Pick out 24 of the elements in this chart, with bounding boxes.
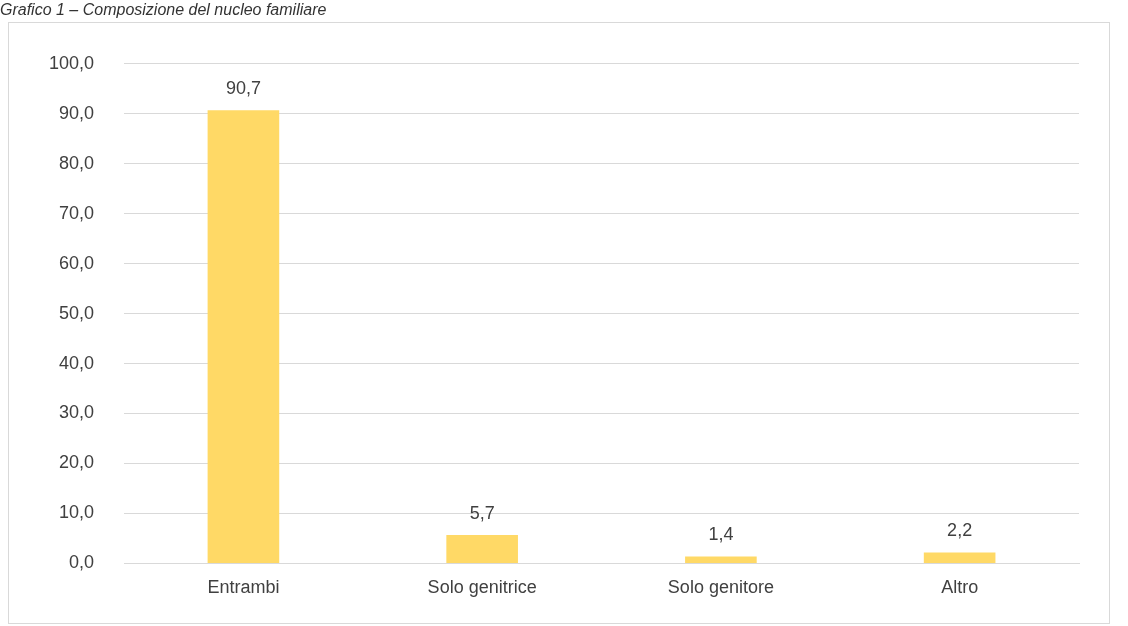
- y-tick-label: 10,0: [59, 502, 95, 523]
- x-tick-label: Solo genitrice: [427, 577, 537, 598]
- bar: [207, 110, 280, 563]
- y-tick-label: 40,0: [59, 352, 95, 373]
- data-label: 90,7: [225, 78, 261, 99]
- y-tick-label: 80,0: [59, 152, 95, 173]
- x-tick-label: Solo genitore: [667, 577, 774, 598]
- y-tick-label: 70,0: [59, 202, 95, 223]
- x-tick-label: Altro: [941, 577, 979, 598]
- x-tick-label: Entrambi: [207, 577, 280, 598]
- y-tick-label: 100,0: [49, 52, 95, 73]
- bar: [446, 534, 518, 563]
- y-tick-label: 90,0: [59, 102, 95, 123]
- bar: [685, 556, 757, 563]
- data-label: 5,7: [469, 502, 495, 523]
- bar: [923, 552, 996, 563]
- chart-title: Grafico 1 – Composizione del nucleo familiare: [0, 0, 327, 20]
- data-label: 2,2: [947, 520, 973, 541]
- y-tick-label: 60,0: [59, 252, 95, 273]
- y-tick-label: 30,0: [59, 402, 95, 423]
- y-tick-label: 0,0: [69, 552, 95, 573]
- y-tick-label: 50,0: [59, 302, 95, 323]
- data-label: 1,4: [708, 524, 734, 545]
- y-tick-label: 20,0: [59, 452, 95, 473]
